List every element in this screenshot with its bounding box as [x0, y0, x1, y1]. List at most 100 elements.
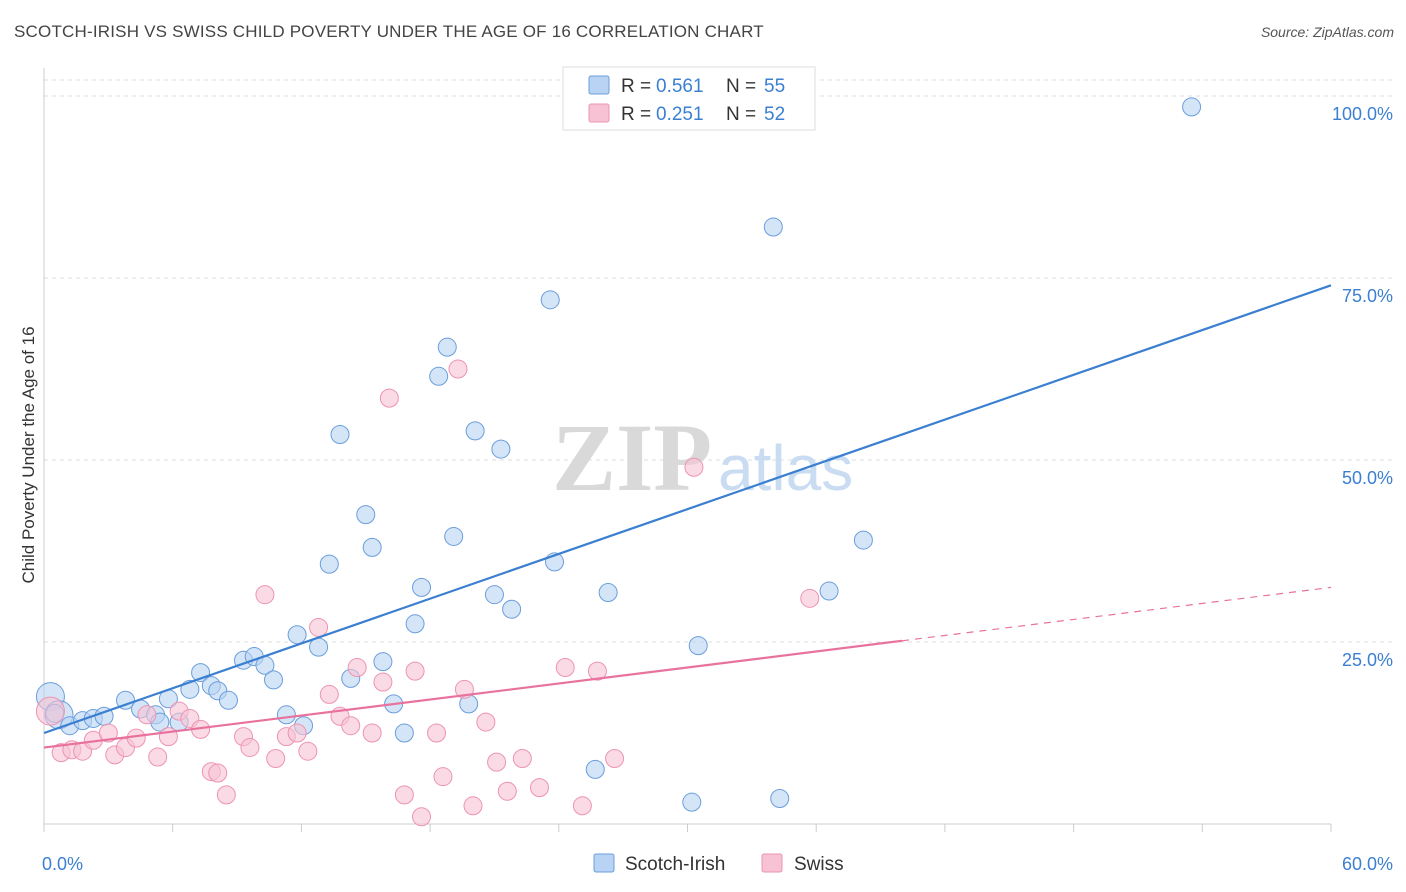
trend-line-scotch-irish [43, 284, 1332, 735]
point-scotch-irish-46 [598, 582, 618, 602]
point-scotch-irish-25 [319, 554, 339, 574]
bottom-legend-swatch-swiss [761, 853, 783, 873]
point-swiss-19 [240, 738, 260, 758]
point-swiss-31 [373, 672, 393, 692]
point-swiss-24 [298, 741, 318, 761]
bottom-legend-label-scotch-irish: Scotch-Irish [625, 854, 725, 875]
point-swiss-32 [379, 388, 399, 408]
point-swiss-48 [587, 661, 607, 681]
point-swiss-16 [208, 763, 228, 783]
legend-r-label-2: R = [621, 104, 651, 125]
chart-title: SCOTCH-IRISH VS SWISS CHILD POVERTY UNDE… [14, 22, 764, 41]
point-scotch-irish-20 [264, 670, 284, 690]
bottom-legend-label-swiss: Swiss [794, 854, 844, 875]
point-swiss-51 [800, 588, 820, 608]
point-swiss-28 [341, 716, 361, 736]
y-tick-label-25: 25.0% [1342, 650, 1393, 670]
point-scotch-irish-53 [1182, 97, 1202, 117]
source-label: Source: ZipAtlas.com [1260, 24, 1394, 40]
point-swiss-25 [309, 617, 329, 637]
point-scotch-irish-28 [356, 505, 376, 525]
point-scotch-irish-41 [491, 439, 511, 459]
legend-n-value-2: 52 [764, 104, 785, 125]
point-swiss-50 [684, 457, 704, 477]
point-scotch-irish-39 [465, 421, 485, 441]
point-scotch-irish-50 [770, 789, 790, 809]
point-scotch-irish-29 [362, 537, 382, 557]
trend-line-swiss [43, 639, 903, 749]
point-swiss-47 [572, 796, 592, 816]
point-swiss-36 [427, 723, 447, 743]
point-scotch-irish-48 [688, 636, 708, 656]
y-tick-label-100: 100.0% [1332, 104, 1393, 124]
point-scotch-irish-45 [585, 759, 605, 779]
point-scotch-irish-49 [763, 217, 783, 237]
point-swiss-17 [216, 785, 236, 805]
point-scotch-irish-22 [287, 625, 307, 645]
watermark-zip: ZIP [552, 404, 712, 511]
point-swiss-30 [362, 723, 382, 743]
point-scotch-irish-37 [444, 526, 464, 546]
point-scotch-irish-33 [405, 614, 425, 634]
y-axis-label: Child Poverty Under the Age of 16 [19, 326, 38, 583]
trend-lines [43, 284, 1332, 749]
point-swiss-23 [287, 723, 307, 743]
point-swiss-29 [347, 657, 367, 677]
point-swiss-5 [98, 723, 118, 743]
point-swiss-26 [319, 684, 339, 704]
x-tick-label-min: 0.0% [42, 854, 83, 874]
point-swiss-38 [448, 359, 468, 379]
point-swiss-35 [412, 807, 432, 827]
point-scotch-irish-30 [373, 652, 393, 672]
watermark-atlas: atlas [718, 432, 853, 504]
point-scotch-irish-36 [437, 337, 457, 357]
x-tick-labels: 0.0% 60.0% [42, 854, 1393, 874]
point-swiss-8 [126, 728, 146, 748]
legend-r-value-1: 0.561 [656, 76, 704, 97]
watermark: ZIP atlas [552, 404, 853, 511]
point-swiss-21 [266, 748, 286, 768]
point-swiss-44 [512, 748, 532, 768]
legend-swatch-swiss [588, 103, 610, 123]
point-swiss-49 [605, 748, 625, 768]
bottom-legend: Scotch-Irish Swiss [593, 853, 844, 875]
y-tick-labels: 25.0% 50.0% 75.0% 100.0% [1332, 104, 1393, 670]
point-swiss-10 [148, 747, 168, 767]
point-swiss-42 [487, 752, 507, 772]
point-swiss-20 [255, 585, 275, 605]
legend-box: R = 0.561 N = 55 R = 0.251 N = 52 [562, 66, 816, 131]
point-scotch-irish-47 [682, 792, 702, 812]
legend-swatch-scotch-irish [588, 75, 610, 95]
point-scotch-irish-52 [853, 530, 873, 550]
y-tick-label-50: 50.0% [1342, 468, 1393, 488]
y-tick-label-75: 75.0% [1342, 286, 1393, 306]
point-swiss-43 [497, 781, 517, 801]
point-swiss-41 [476, 712, 496, 732]
point-scotch-irish-40 [484, 585, 504, 605]
point-swiss-9 [137, 705, 157, 725]
point-scotch-irish-21 [276, 705, 296, 725]
point-swiss-34 [405, 661, 425, 681]
point-swiss-37 [433, 767, 453, 787]
point-swiss-0 [35, 696, 65, 726]
point-scotch-irish-51 [819, 581, 839, 601]
legend-r-value-2: 0.251 [656, 104, 704, 125]
gridlines [44, 79, 1392, 643]
point-scotch-irish-32 [394, 723, 414, 743]
legend-n-label-2: N = [726, 104, 756, 125]
point-swiss-46 [555, 657, 575, 677]
point-scotch-irish-16 [218, 690, 238, 710]
legend-r-label-1: R = [621, 76, 651, 97]
point-swiss-40 [463, 796, 483, 816]
point-scotch-irish-42 [502, 599, 522, 619]
point-swiss-45 [529, 778, 549, 798]
point-scotch-irish-26 [330, 425, 350, 445]
x-tick-label-max: 60.0% [1342, 854, 1393, 874]
point-scotch-irish-34 [412, 577, 432, 597]
point-swiss-33 [394, 785, 414, 805]
legend-n-value-1: 55 [764, 76, 785, 97]
point-scotch-irish-6 [116, 690, 136, 710]
legend-n-label-1: N = [726, 76, 756, 97]
bottom-legend-swatch-scotch-irish [593, 853, 615, 873]
